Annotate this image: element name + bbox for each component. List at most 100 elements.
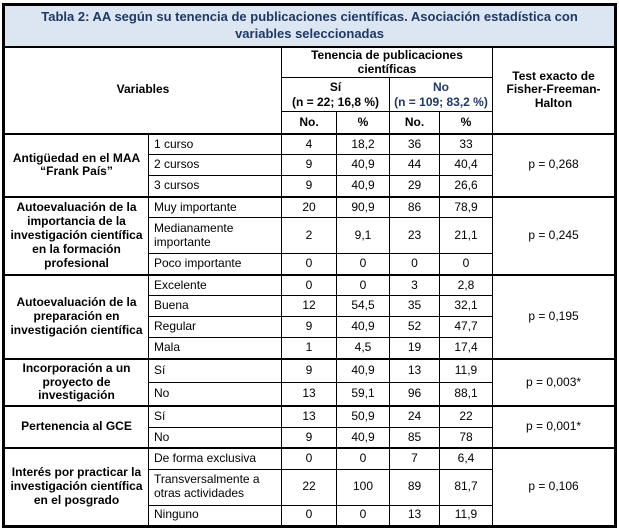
value-cell: 13	[389, 504, 440, 527]
value-cell: 0	[281, 504, 337, 527]
value-cell: 32,1	[439, 295, 493, 318]
table-row: Transversalmente a otras actividades 22 …	[4, 468, 616, 506]
category-cell: 2 cursos	[148, 154, 282, 177]
value-cell: 86	[389, 195, 440, 219]
value-cell: 6,4	[439, 447, 493, 470]
p-value-cell: p = 0,245	[491, 195, 617, 276]
value-cell: 35	[389, 295, 440, 318]
value-cell: 40,9	[336, 154, 390, 177]
value-cell: 40,9	[336, 357, 390, 384]
header-si-count: No.	[281, 111, 337, 135]
header-si-n: (n = 22; 16,8 %)	[291, 94, 380, 109]
value-cell: 2	[281, 217, 337, 255]
category-cell: Sí	[148, 405, 282, 428]
header-variables: Variables	[3, 46, 282, 135]
statistics-table: Tabla 2: AA según su tenencia de publica…	[2, 3, 618, 528]
value-cell: 54,5	[336, 295, 390, 318]
value-cell: 17,4	[439, 337, 493, 360]
value-cell: 0	[336, 447, 390, 470]
value-cell: 0	[336, 504, 390, 527]
header-tenencia: Tenencia de publicaciones científicas	[281, 46, 493, 79]
variable-group-label: Autoevaluación de la preparación en inve…	[3, 273, 149, 360]
header-no-group: No (n = 109; 83,2 %)	[389, 77, 493, 113]
value-cell: 85	[389, 426, 440, 449]
header-no-n: (n = 109; 83,2 %)	[394, 94, 488, 109]
value-cell: 40,4	[439, 154, 493, 177]
header-si-pct: %	[336, 111, 390, 135]
header-si-label: Sí	[329, 80, 342, 95]
category-cell: Buena	[148, 295, 282, 318]
value-cell: 21,1	[439, 217, 493, 255]
value-cell: 40,9	[336, 316, 390, 339]
value-cell: 0	[336, 273, 390, 297]
table-title-row: Tabla 2: AA según su tenencia de publica…	[2, 3, 617, 48]
value-cell: 78	[439, 426, 493, 449]
table-row: Incorporación a un proyecto de investiga…	[3, 357, 617, 407]
header-no-pct: %	[439, 111, 493, 135]
table-title: Tabla 2: AA según su tenencia de publica…	[2, 3, 617, 48]
value-cell: 13	[389, 357, 440, 384]
p-value-cell: p = 0,001*	[491, 405, 617, 449]
table-row: Autoevaluación de la preparación en inve…	[3, 273, 617, 360]
value-cell: 96	[389, 382, 440, 407]
value-cell: 9	[281, 154, 337, 177]
value-cell: 11,9	[439, 504, 493, 527]
value-cell: 26,6	[439, 175, 493, 198]
value-cell: 4	[281, 132, 337, 156]
table-row: Poco importante 0 0 0 0	[4, 253, 616, 276]
p-value-cell: p = 0,195	[491, 273, 617, 360]
category-cell: Excelente	[148, 273, 282, 297]
value-cell: 3	[389, 273, 440, 297]
header-row-tenencia: Variables Tenencia de publicaciones cien…	[3, 46, 617, 135]
value-cell: 11,9	[439, 357, 493, 384]
value-cell: 24	[389, 405, 440, 428]
value-cell: 13	[281, 405, 337, 428]
value-cell: 88,1	[439, 382, 493, 407]
value-cell: 9	[281, 426, 337, 449]
category-cell: 1 curso	[148, 132, 282, 156]
category-cell: Poco importante	[148, 253, 282, 276]
value-cell: 59,1	[336, 382, 390, 407]
variable-group-label: Incorporación a un proyecto de investiga…	[3, 357, 149, 407]
category-cell: Muy importante	[148, 195, 282, 219]
value-cell: 19	[389, 337, 440, 360]
value-cell: 33	[439, 132, 493, 156]
value-cell: 1	[281, 337, 337, 360]
table-row: No 13 59,1 96 88,1	[4, 382, 616, 407]
value-cell: 12	[281, 295, 337, 318]
page: Tabla 2: AA según su tenencia de publica…	[2, 3, 618, 528]
category-cell: Regular	[148, 316, 282, 339]
table-row: Pertenencia al GCE Sí 13 50,9 24 22 p = …	[3, 405, 617, 449]
value-cell: 0	[389, 253, 440, 276]
value-cell: 9	[281, 316, 337, 339]
p-value-cell: p = 0,003*	[491, 357, 617, 407]
value-cell: 44	[389, 154, 440, 177]
value-cell: 47,7	[439, 316, 493, 339]
value-cell: 50,9	[336, 405, 390, 428]
category-cell: Sí	[148, 357, 282, 384]
table-row: Regular 9 40,9 52 47,7	[4, 316, 616, 339]
header-si-group: Sí (n = 22; 16,8 %)	[281, 77, 390, 113]
category-cell: Ninguno	[148, 504, 282, 527]
value-cell: 22	[439, 405, 493, 428]
variable-group-label: Interés por practicar la investigación c…	[3, 447, 149, 527]
table-row: Antigüedad en el MAA “Frank País” 1 curs…	[3, 132, 617, 198]
value-cell: 23	[389, 217, 440, 255]
category-cell: Transversalmente a otras actividades	[148, 468, 282, 506]
header-no-label: No	[433, 80, 449, 95]
value-cell: 13	[281, 382, 337, 407]
value-cell: 52	[389, 316, 440, 339]
value-cell: 22	[281, 468, 337, 506]
value-cell: 40,9	[336, 175, 390, 198]
value-cell: 9	[281, 357, 337, 384]
value-cell: 78,9	[439, 195, 493, 219]
category-cell: 3 cursos	[148, 175, 282, 198]
value-cell: 29	[389, 175, 440, 198]
category-cell: Mala	[148, 337, 282, 360]
table-row: Medianamente importante 2 9,1 23 21,1	[4, 217, 616, 255]
value-cell: 89	[389, 468, 440, 506]
value-cell: 20	[281, 195, 337, 219]
p-value-cell: p = 0,268	[491, 132, 617, 198]
value-cell: 0	[281, 253, 337, 276]
value-cell: 18,2	[336, 132, 390, 156]
